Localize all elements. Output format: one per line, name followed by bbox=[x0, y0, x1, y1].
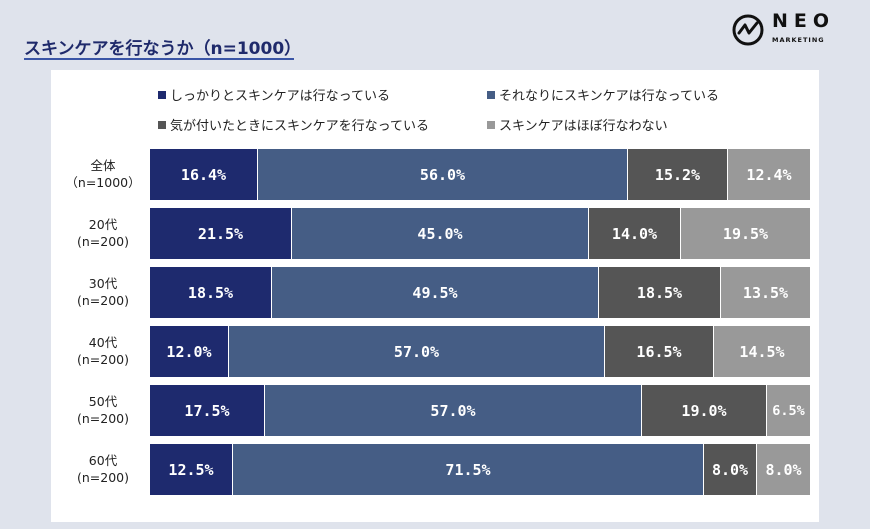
bar-value-label: 14.5% bbox=[739, 342, 785, 361]
bar-value-label: 12.5% bbox=[168, 460, 214, 479]
legend-swatch bbox=[158, 90, 166, 99]
bar-segment: 14.0% bbox=[589, 208, 681, 259]
bar-segment: 18.5% bbox=[150, 267, 272, 318]
bar-value-label: 16.4% bbox=[180, 165, 227, 184]
row-label-n: (n=200) bbox=[76, 352, 129, 367]
row-label-group: 全体 bbox=[90, 158, 116, 173]
row-label: 30代 (n=200) bbox=[63, 275, 143, 309]
row-label-group: 30代 bbox=[88, 276, 118, 291]
bar-segment: 6.5% bbox=[767, 385, 810, 436]
bar-row: 16.4% 56.0% 15.2% 12.4% bbox=[150, 149, 810, 200]
bar-value-label: 18.5% bbox=[636, 283, 683, 302]
bar-row: 12.5% 71.5% 8.0% 8.0% bbox=[150, 444, 810, 495]
bar-value-label: 18.5% bbox=[187, 283, 234, 302]
bar-value-label: 14.0% bbox=[611, 224, 658, 243]
bar-value-label: 6.5% bbox=[772, 402, 805, 419]
logo-subtitle: MARKETING bbox=[772, 36, 825, 44]
bar-segment: 19.5% bbox=[681, 208, 810, 259]
row-label-group: 50代 bbox=[88, 394, 118, 409]
bar-segment: 71.5% bbox=[233, 444, 704, 495]
row-label: 全体 （n=1000） bbox=[63, 157, 143, 191]
legend-label: 気が付いたときにスキンケアを行なっている bbox=[170, 119, 429, 134]
bar-value-label: 13.5% bbox=[742, 283, 789, 302]
row-label-n: (n=200) bbox=[76, 234, 129, 249]
bar-segment: 18.5% bbox=[599, 267, 721, 318]
bar-value-label: 8.0% bbox=[711, 460, 749, 479]
bar-segment: 21.5% bbox=[150, 208, 292, 259]
bar-value-label: 15.2% bbox=[654, 165, 701, 184]
bar-segment: 13.5% bbox=[721, 267, 810, 318]
bar-segment: 8.0% bbox=[757, 444, 810, 495]
bar-segment: 19.0% bbox=[642, 385, 767, 436]
bar-row: 21.5% 45.0% 14.0% 19.5% bbox=[150, 208, 810, 259]
bar-value-label: 19.0% bbox=[681, 401, 727, 420]
bar-segment: 17.5% bbox=[150, 385, 265, 436]
bar-segment: 45.0% bbox=[292, 208, 589, 259]
bar-segment: 16.5% bbox=[605, 326, 714, 377]
legend-item: 気が付いたときにスキンケアを行なっている bbox=[158, 115, 429, 134]
bar-value-label: 8.0% bbox=[765, 460, 802, 479]
row-label: 40代 (n=200) bbox=[63, 334, 143, 368]
bar-row: 18.5% 49.5% 18.5% 13.5% bbox=[150, 267, 810, 318]
bar-segment: 8.0% bbox=[704, 444, 757, 495]
bar-value-label: 21.5% bbox=[197, 224, 244, 243]
page-title: スキンケアを行なうか（n=1000） bbox=[24, 39, 302, 59]
bar-value-label: 57.0% bbox=[393, 342, 440, 361]
bar-value-label: 17.5% bbox=[184, 401, 230, 420]
row-label: 50代 (n=200) bbox=[63, 393, 143, 427]
bar-value-label: 57.0% bbox=[430, 401, 476, 420]
bar-value-label: 56.0% bbox=[419, 165, 466, 184]
row-label-group: 60代 bbox=[88, 453, 118, 468]
row-label-group: 20代 bbox=[88, 217, 118, 232]
legend-label: スキンケアはほぼ行なわない bbox=[499, 119, 668, 134]
bar-segment: 57.0% bbox=[229, 326, 605, 377]
bar-value-label: 49.5% bbox=[412, 283, 458, 302]
row-label-n: (n=200) bbox=[76, 411, 129, 426]
bar-value-label: 12.4% bbox=[746, 165, 792, 184]
bar-segment: 15.2% bbox=[628, 149, 728, 200]
row-label-n: (n=200) bbox=[76, 470, 129, 485]
bar-segment: 16.4% bbox=[150, 149, 258, 200]
legend-swatch bbox=[487, 120, 495, 129]
legend-swatch bbox=[487, 90, 495, 99]
bar-segment: 56.0% bbox=[258, 149, 628, 200]
legend-label: しっかりとスキンケアは行なっている bbox=[170, 89, 390, 104]
row-label-n: (n=200) bbox=[76, 293, 129, 308]
title-underline bbox=[24, 58, 294, 60]
bar-value-label: 45.0% bbox=[417, 224, 463, 243]
bar-segment: 14.5% bbox=[714, 326, 810, 377]
legend-item: しっかりとスキンケアは行なっている bbox=[158, 85, 390, 104]
bar-segment: 57.0% bbox=[265, 385, 642, 436]
bar-value-label: 19.5% bbox=[722, 224, 769, 243]
bar-value-label: 16.5% bbox=[636, 342, 682, 361]
bar-segment: 12.5% bbox=[150, 444, 233, 495]
legend-item: スキンケアはほぼ行なわない bbox=[487, 115, 668, 134]
row-label-n: （n=1000） bbox=[65, 175, 141, 190]
bar-value-label: 71.5% bbox=[445, 460, 491, 479]
row-label: 60代 (n=200) bbox=[63, 452, 143, 486]
row-label-group: 40代 bbox=[88, 335, 118, 350]
bar-segment: 12.0% bbox=[150, 326, 229, 377]
bar-segment: 12.4% bbox=[728, 149, 810, 200]
bar-row: 12.0% 57.0% 16.5% 14.5% bbox=[150, 326, 810, 377]
logo-mark-icon bbox=[732, 14, 764, 46]
bar-segment: 49.5% bbox=[272, 267, 599, 318]
logo-word: NEO bbox=[772, 10, 836, 32]
company-logo: NEO MARKETING bbox=[732, 10, 840, 50]
bar-value-label: 12.0% bbox=[166, 342, 212, 361]
bar-row: 17.5% 57.0% 19.0% 6.5% bbox=[150, 385, 810, 436]
legend-label: それなりにスキンケアは行なっている bbox=[499, 89, 719, 104]
row-label: 20代 (n=200) bbox=[63, 216, 143, 250]
legend-swatch bbox=[158, 120, 166, 129]
legend-item: それなりにスキンケアは行なっている bbox=[487, 85, 719, 104]
